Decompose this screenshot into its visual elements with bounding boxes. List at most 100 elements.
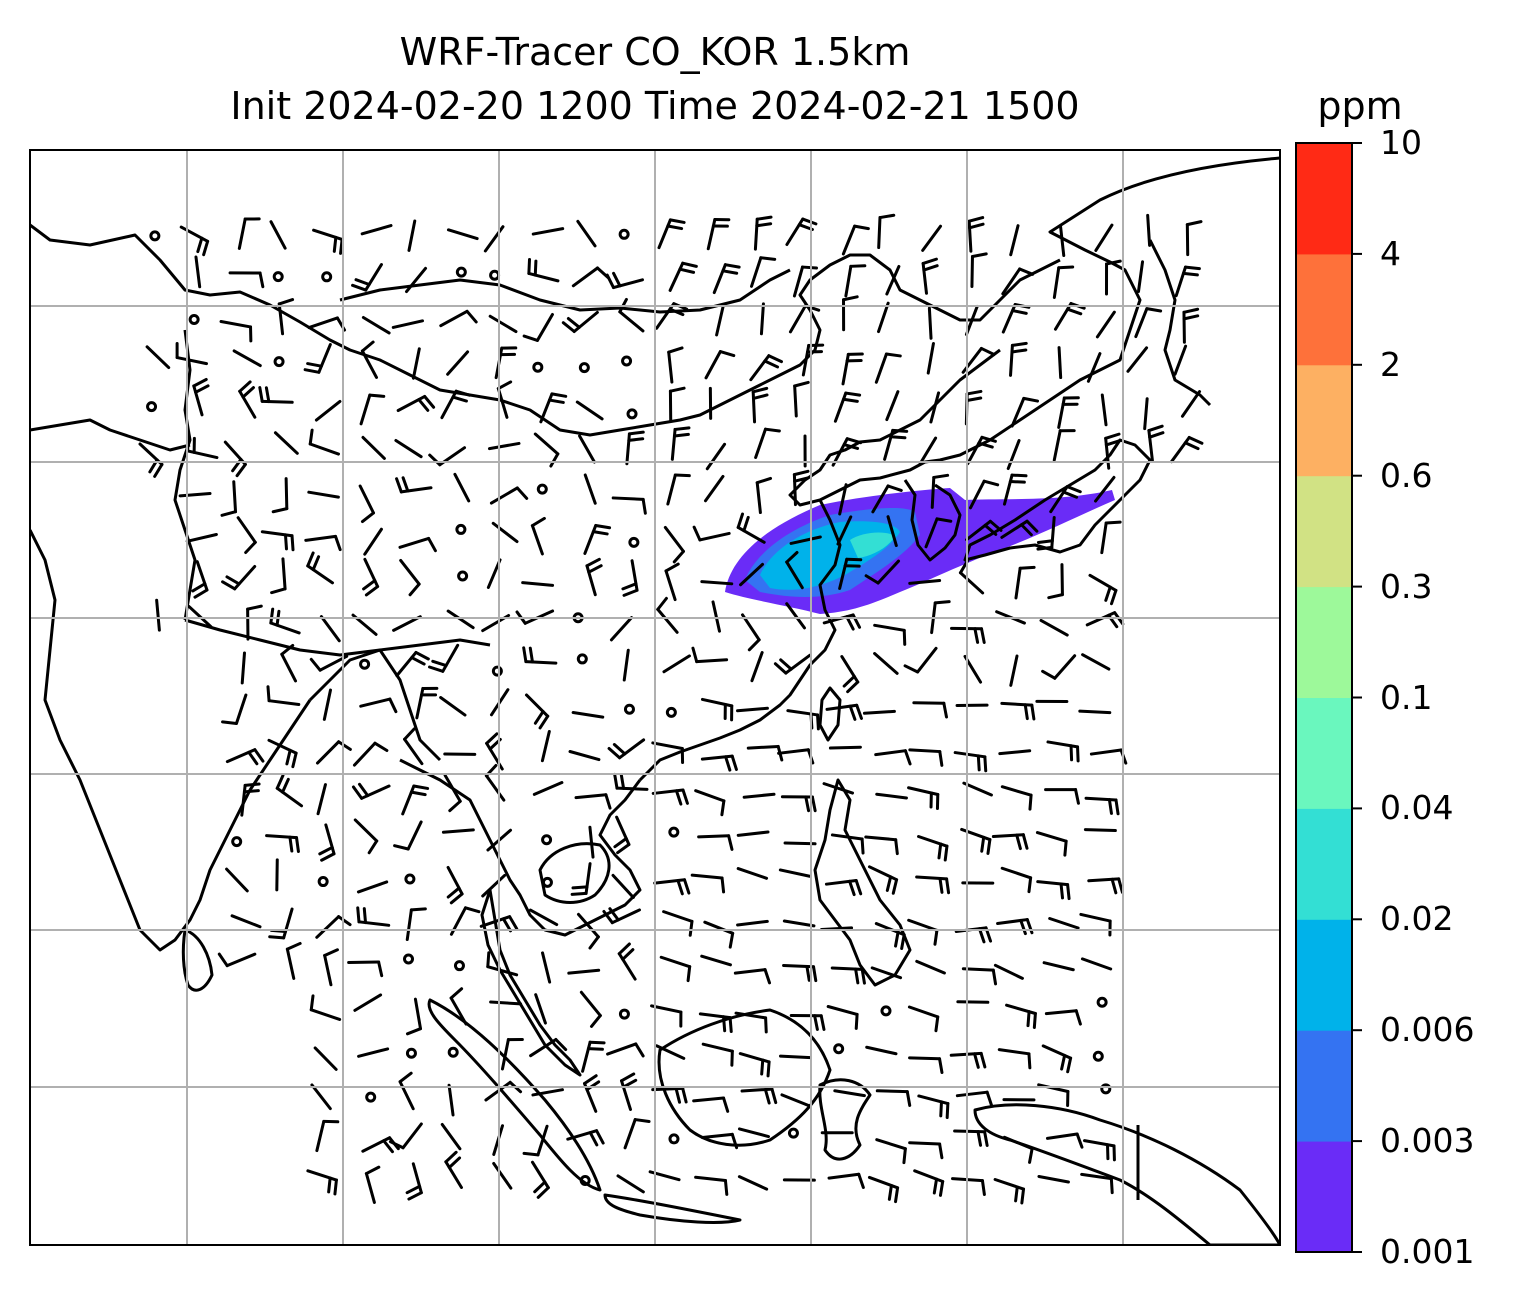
wind-barb-flag: [672, 432, 690, 438]
wind-barb-flag: [720, 799, 726, 817]
wind-barb-flag: [718, 350, 736, 358]
wind-barb-flag: [841, 397, 859, 403]
central-asia-border: [30, 223, 1061, 437]
wind-barb-flag: [407, 1191, 423, 1201]
wind-barb-staff: [405, 266, 428, 294]
calm-wind-circle: [455, 523, 467, 535]
wind-barb-staff: [1080, 957, 1113, 971]
wind-barb-flag: [454, 389, 472, 397]
calm-wind-circle: [491, 665, 503, 677]
wind-barb-staff: [670, 427, 677, 461]
wind-barb-staff: [655, 302, 676, 330]
wind-barb-staff: [865, 1045, 898, 1056]
wind-barb-staff: [316, 783, 327, 816]
wind-barb-staff: [885, 264, 901, 296]
wind-barb-flag: [1074, 1009, 1082, 1026]
wind-barb-staff: [304, 534, 338, 542]
wind-barb-staff: [192, 384, 204, 417]
wind-barb-staff: [1174, 265, 1187, 298]
colorbar-unit-label: ppm: [1317, 84, 1403, 128]
wind-barb-flag: [382, 1139, 394, 1154]
wind-barb-flag: [633, 1118, 651, 1124]
wind-barb-flag: [320, 852, 336, 862]
wind-barb-flag: [751, 386, 769, 394]
wind-barb-flag: [451, 395, 468, 403]
wind-barb-staff: [1169, 435, 1191, 464]
wind-barb-flag: [722, 1015, 727, 1033]
wind-barb-flag: [1028, 1147, 1034, 1164]
wind-barb-staff: [875, 792, 908, 800]
wind-barb-flag: [327, 1176, 332, 1194]
wind-barb-flag: [848, 704, 857, 721]
wind-barb-flag: [905, 1090, 912, 1107]
wind-barb-flag: [235, 462, 247, 478]
wind-barb-flag: [1063, 839, 1068, 857]
wind-barb-flag: [937, 842, 943, 860]
wind-barb-flag: [773, 662, 788, 675]
wind-barb-flag: [589, 1014, 602, 1028]
wind-barb-flag: [770, 1087, 778, 1105]
wind-barb-staff: [739, 562, 765, 587]
wind-barb-flag: [792, 469, 810, 477]
wind-barb-staff: [750, 651, 764, 683]
wind-barb-staff: [870, 966, 903, 980]
wind-barb-flag: [528, 646, 534, 664]
wind-barb-staff: [630, 559, 639, 592]
wind-barb-staff: [571, 266, 599, 288]
wind-barb-flag: [668, 307, 685, 317]
wind-barb-staff: [698, 1012, 732, 1020]
wind-barb-staff: [692, 1096, 726, 1103]
wind-barb-flag: [1187, 435, 1204, 445]
wind-barb-flag: [311, 555, 321, 572]
wind-barb-flag: [621, 948, 635, 961]
wind-barb-flag: [891, 878, 899, 895]
wind-barb-flag: [583, 1074, 598, 1086]
wind-barb-flag: [903, 664, 920, 674]
wind-barb-staff: [697, 834, 731, 839]
wind-barb-staff: [1086, 352, 1102, 383]
wind-barb-flag: [587, 564, 603, 574]
calm-wind-circle: [576, 653, 588, 665]
wind-barb-staff: [568, 749, 601, 762]
wind-barb-flag: [849, 264, 867, 268]
wind-barb-flag: [686, 965, 692, 983]
wind-barb-flag: [533, 259, 538, 277]
wind-barb-flag: [401, 476, 410, 493]
wind-barb-staff: [540, 729, 551, 763]
wind-barb-staff: [668, 261, 685, 292]
wind-barb-staff: [187, 604, 213, 629]
wind-barb-staff: [706, 218, 717, 251]
wind-barb-flag: [393, 844, 410, 851]
wind-barb-staff: [240, 651, 246, 685]
wind-barb-staff: [443, 773, 462, 803]
map-area: [30, 156, 1280, 1245]
wind-barb-staff: [527, 271, 560, 283]
java: [603, 1193, 742, 1224]
wind-barb-flag: [627, 430, 645, 436]
wind-barb-staff: [195, 560, 209, 592]
new-guinea: [973, 1103, 1280, 1245]
wind-barb-flag: [934, 1015, 940, 1033]
wind-barb-flag: [857, 1172, 865, 1189]
wind-barb-flag: [727, 834, 734, 851]
wind-barb-staff: [610, 908, 641, 925]
wind-barb-flag: [1065, 485, 1082, 494]
wind-barb-flag: [894, 930, 900, 948]
calm-wind-circle: [457, 570, 469, 582]
wind-barb-staff: [876, 559, 901, 585]
wind-barb-staff: [1044, 1009, 1078, 1016]
wind-barb-flag: [634, 1042, 645, 1058]
wind-barb-flag: [845, 437, 863, 445]
wind-barb-staff: [1037, 1083, 1070, 1094]
map-title: WRF-Tracer CO_KOR 1.5km: [399, 30, 911, 74]
wind-barb-staff: [606, 1042, 638, 1056]
wind-barb-flag: [854, 879, 863, 896]
wind-barb-staff: [662, 910, 694, 923]
wind-barb-staff: [267, 699, 301, 707]
wind-barb-staff: [1052, 429, 1062, 462]
wind-barb-staff: [530, 524, 544, 556]
wind-barb-flag: [728, 1016, 733, 1034]
wind-barb-flag: [285, 941, 302, 951]
wind-barb-staff: [874, 352, 888, 384]
wind-barb-flag: [1010, 341, 1028, 347]
